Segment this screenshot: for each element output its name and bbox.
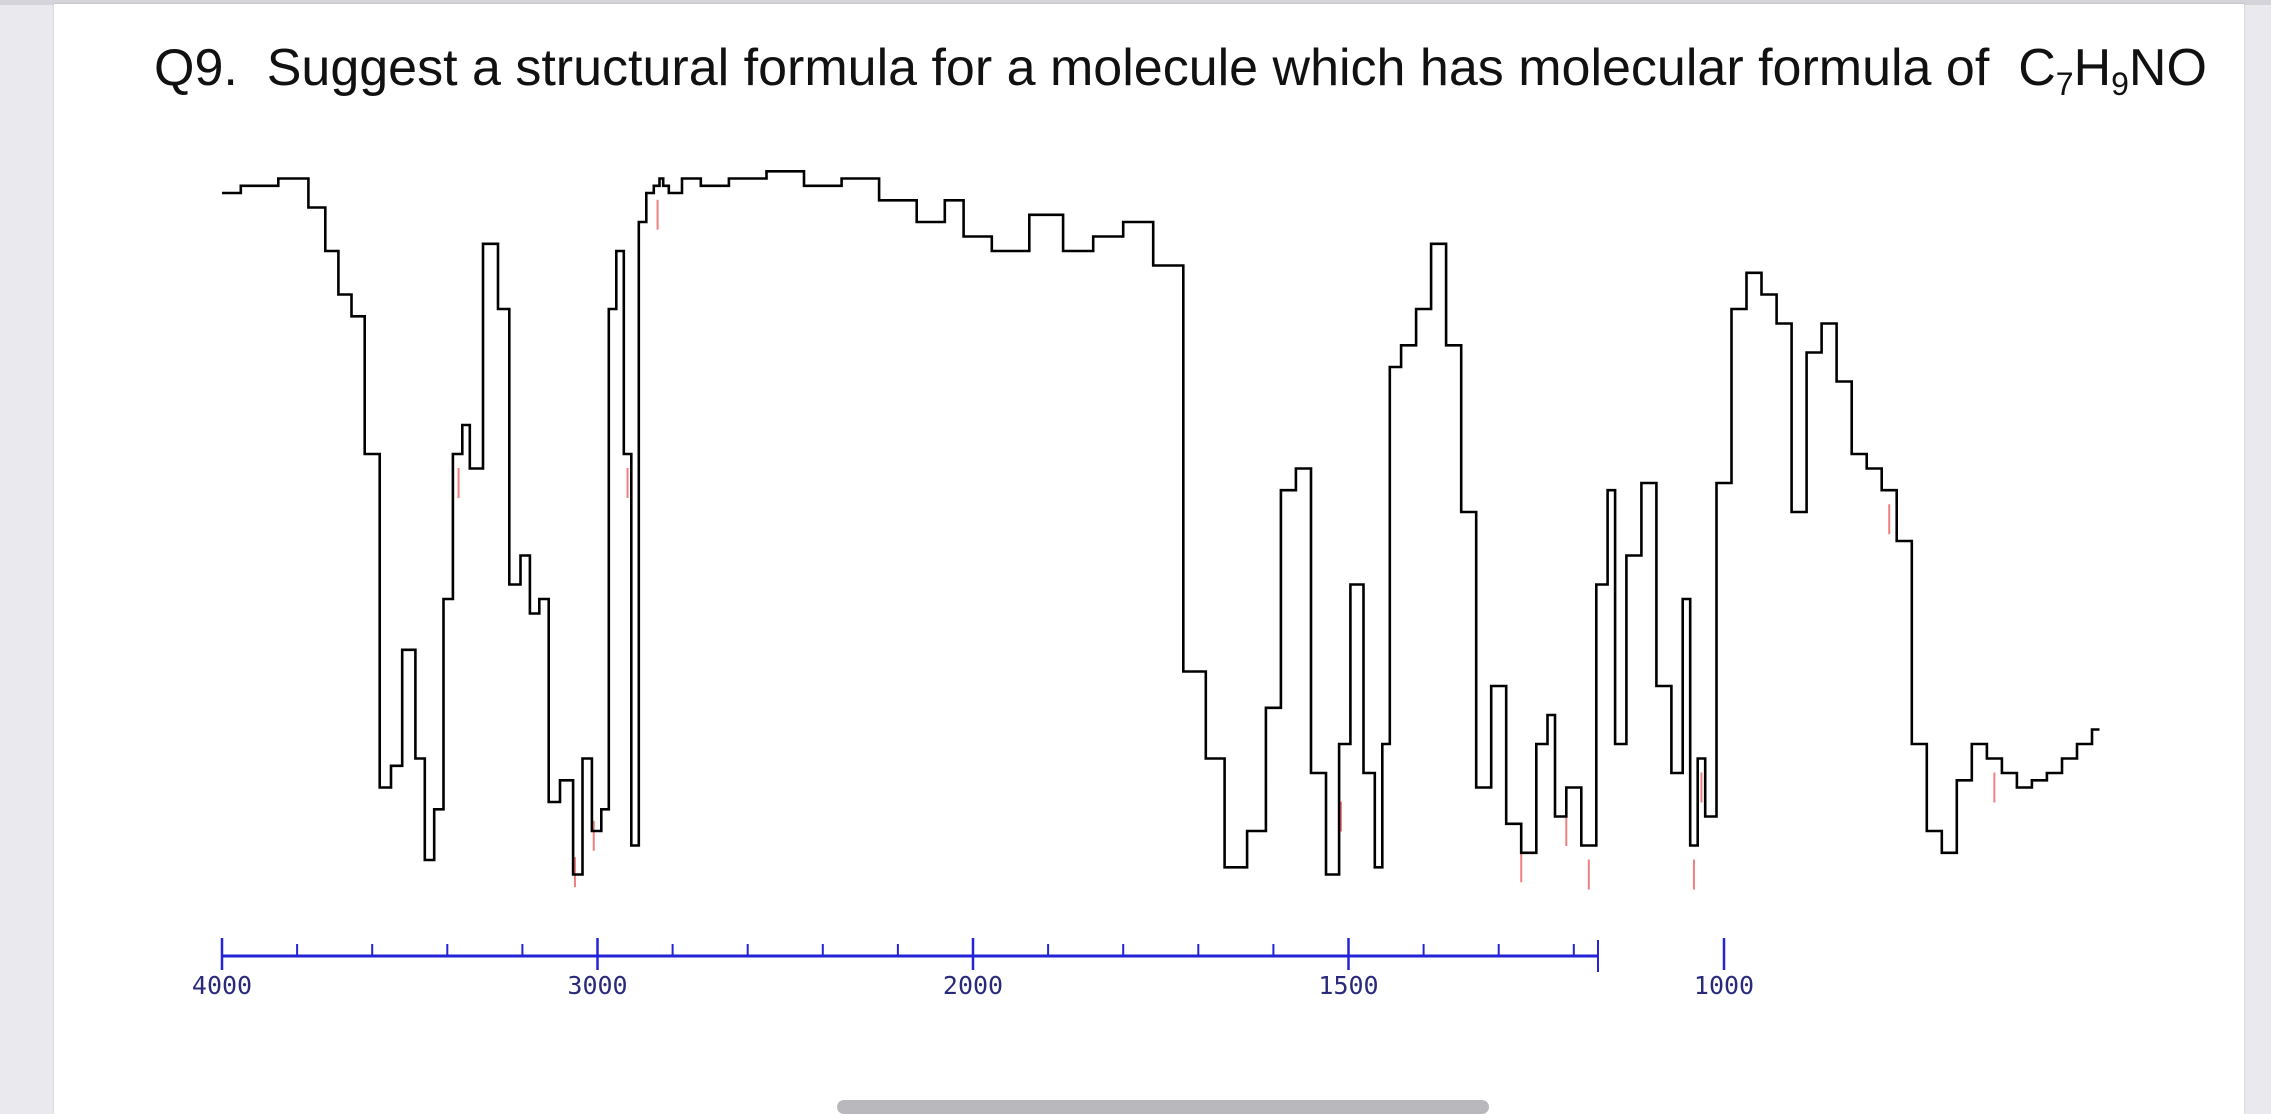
ir-spectrum-chart: 4000 3000 2000 1500 1000 bbox=[192, 170, 2100, 1000]
window-top-edge bbox=[0, 0, 2271, 5]
x-tick-label: 1500 bbox=[1318, 971, 1378, 1000]
formula-subscript-h: 9 bbox=[2111, 66, 2129, 102]
document-page: Q9. Suggest a structural formula for a m… bbox=[54, 4, 2244, 1114]
horizontal-scrollbar[interactable] bbox=[837, 1100, 1489, 1114]
question-text: Q9. Suggest a structural formula for a m… bbox=[154, 38, 2207, 100]
x-tick-label: 2000 bbox=[943, 971, 1003, 1000]
x-tick-label: 3000 bbox=[567, 971, 627, 1000]
formula-element-no: NO bbox=[2128, 39, 2207, 97]
question-number: Q9. bbox=[154, 39, 238, 97]
formula-element-h: H bbox=[2073, 39, 2112, 97]
x-tick-label: 4000 bbox=[192, 971, 252, 1000]
x-tick-label: 1000 bbox=[1694, 971, 1754, 1000]
spectrum-line bbox=[222, 170, 2100, 876]
formula-subscript-c: 7 bbox=[2055, 66, 2074, 102]
question-prompt: Suggest a structural formula for a molec… bbox=[266, 39, 1990, 97]
formula-element-c: C bbox=[2018, 39, 2056, 97]
molecular-formula: C7H9NO bbox=[2018, 39, 2207, 100]
